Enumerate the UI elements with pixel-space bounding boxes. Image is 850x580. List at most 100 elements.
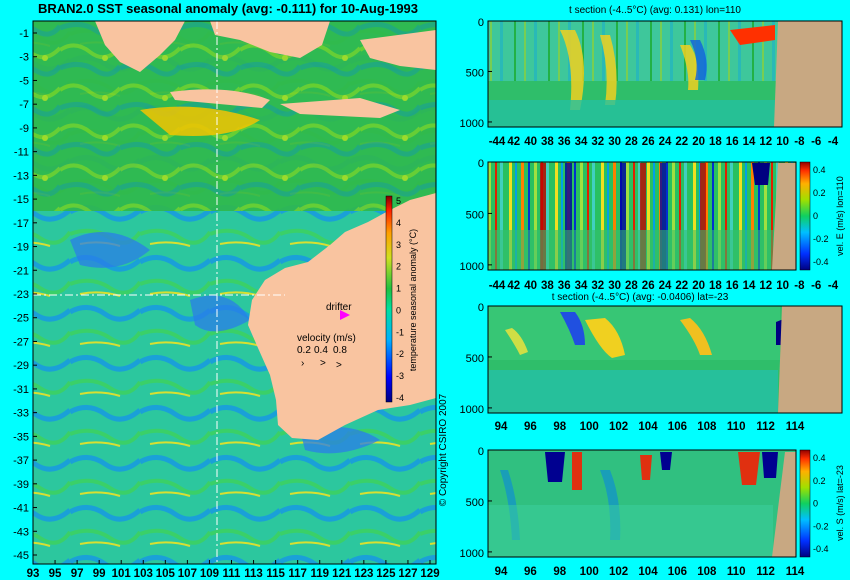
map-x-tick-label: 127 [398, 568, 417, 580]
panel2-x-tick-label: 24 [659, 280, 672, 292]
map-y-tick-label: -41 [13, 503, 29, 515]
panel4-colorbar-tick-label: 0 [813, 499, 818, 509]
map-colorbar-tick-label: 1 [396, 284, 401, 294]
map-x-tick-label: 105 [156, 568, 176, 580]
panel2-colorbar-tick-label: 0 [813, 211, 818, 221]
panel1-x-tick-label: 20 [692, 136, 705, 148]
panel2-colorbar-tick-label: 0.2 [813, 188, 826, 198]
map-y-tick-label: -13 [13, 170, 29, 182]
panel2-x-axis: -44 42 40 38 36 34 32 30 28 26 24 22 20 18 16 14 12 10 -8-… [489, 280, 839, 292]
panel2-x-tick-label: 10 [776, 280, 789, 292]
copyright-text: © Copyright CSIRO 2007 [438, 393, 449, 506]
panel1-x-tick-label: 14 [743, 136, 756, 148]
velocity-arrow-2: > [320, 358, 326, 369]
panel2-x-tick-label: 14 [743, 280, 756, 292]
panel4-x-tick-label: 94 [495, 566, 508, 578]
map-colorbar-tick-label: -4 [396, 393, 404, 403]
drifter-marker [340, 310, 350, 320]
panel2-x-tick-label: 32 [591, 280, 604, 292]
panel2-y-axis: 0 500 1000 [460, 158, 492, 273]
panel1-depth-tick-label: 500 [466, 67, 484, 79]
map-y-tick-label: -7 [19, 99, 29, 111]
map-y-tick-label: -3 [19, 52, 29, 64]
panel2-x-tick-label: 38 [541, 280, 554, 292]
panel2-plot [487, 161, 797, 271]
panel1-x-tick-label: 18 [709, 136, 722, 148]
panel4-colorbar-tick-label: 0.4 [813, 453, 826, 463]
map-colorbar-label: temperature seasonal anomaly (°C) [408, 229, 418, 371]
panel4-x-tick-label: 96 [524, 566, 537, 578]
map-y-tick-label: -21 [13, 265, 29, 277]
panel4-plot [487, 449, 797, 558]
panel2-x-tick-label: -8 [794, 280, 805, 292]
panel1-x-tick-label: 24 [659, 136, 672, 148]
panel4-colorbar-ticks: 0.4 0.2 0 -0.2 -0.4 [813, 453, 829, 554]
panel4-x-tick-label: 108 [697, 566, 717, 578]
map-y-tick-label: -15 [13, 194, 29, 206]
panel4-x-tick-label: 106 [668, 566, 687, 578]
panel4-x-tick-label: 112 [756, 566, 775, 578]
map-x-tick-label: 103 [134, 568, 153, 580]
land-java [170, 89, 270, 108]
map-x-tick-label: 111 [223, 568, 242, 580]
panel2-colorbar-tick-label: 0.4 [813, 165, 826, 175]
panel2-x-tick-label: -44 [489, 280, 506, 292]
map-plot: drifter velocity (m/s) 0.2 0.4 0.8 › > >… [32, 20, 437, 565]
panel3-x-tick-label: 102 [609, 421, 628, 433]
panel4-depth-tick-label: 500 [466, 497, 484, 509]
panel3-x-tick-label: 100 [580, 421, 599, 433]
map-warm-patch [140, 106, 260, 136]
panel1-x-tick-label: 26 [642, 136, 655, 148]
map-y-tick-label: -37 [13, 455, 29, 467]
panel3-x-tick-label: 106 [668, 421, 687, 433]
map-x-tick-label: 107 [178, 568, 197, 580]
panel2-depth-tick-label: 500 [466, 209, 484, 221]
map-x-tick-label: 117 [288, 568, 307, 580]
map-colorbar-tick-label: -2 [396, 349, 404, 359]
map-colorbar-tick-label: 3 [396, 240, 401, 250]
panel4-colorbar-tick-label: -0.2 [813, 521, 829, 531]
map-x-tick-label: 97 [71, 568, 84, 580]
panel1-x-axis: -44 42 40 38 36 34 32 30 28 26 24 22 20 18 16 14 12 10 -8-… [489, 136, 839, 148]
panel4-y-axis: 0 500 1000 [460, 446, 492, 560]
panel3-x-tick-label: 104 [638, 421, 658, 433]
map-colorbar-tick-label: -1 [396, 327, 404, 337]
panel1-x-tick-label: -6 [811, 136, 821, 148]
map-y-tick-label: -31 [13, 384, 29, 396]
panel1-x-tick-label: 28 [625, 136, 638, 148]
panel2-colorbar-ticks: 0.4 0.2 0 -0.2 -0.4 [813, 165, 829, 267]
land-islands [280, 30, 436, 118]
map-y-tick-label: -19 [13, 242, 29, 254]
panel1-x-tick-label: 40 [524, 136, 537, 148]
map-x-tick-label: 129 [420, 568, 439, 580]
map-y-tick-label: -43 [13, 526, 29, 538]
land-borneo [210, 21, 330, 58]
map-x-tick-label: 99 [93, 568, 106, 580]
velocity-legend-title: velocity (m/s) [297, 333, 356, 344]
map-y-tick-label: -1 [19, 28, 29, 40]
map-y-tick-label: -17 [13, 218, 29, 230]
map-x-tick-label: 113 [244, 568, 263, 580]
panel2-colorbar-tick-label: -0.4 [813, 257, 829, 267]
panel2-depth-tick-label: 1000 [460, 261, 484, 273]
panel3-y-axis: 0 500 1000 [460, 302, 492, 416]
panel3-x-tick-label: 112 [756, 421, 775, 433]
panel2-x-tick-label: 18 [709, 280, 722, 292]
panel1-x-tick-label: 10 [776, 136, 789, 148]
panel4-colorbar [799, 449, 811, 558]
panel3-depth-tick-label: 0 [478, 302, 484, 314]
map-y-tick-label: -27 [13, 336, 29, 348]
panel1-x-tick-label: 34 [575, 136, 588, 148]
panel1-depth-tick-label: 0 [478, 17, 484, 29]
panel4-depth-tick-label: 0 [478, 446, 484, 458]
map-colorbar-tick-label: 0 [396, 305, 401, 315]
map-y-tick-label: -5 [19, 75, 29, 87]
map-x-tick-label: 93 [27, 568, 40, 580]
panel3-x-tick-label: 114 [786, 421, 805, 433]
map-title: BRAN2.0 SST seasonal anomaly (avg: -0.11… [38, 1, 418, 16]
panel2-x-tick-label: 22 [675, 280, 688, 292]
map-y-tick-label: -25 [13, 313, 29, 325]
panel4-depth-tick-label: 1000 [460, 548, 484, 560]
panel2-x-tick-label: 36 [558, 280, 571, 292]
